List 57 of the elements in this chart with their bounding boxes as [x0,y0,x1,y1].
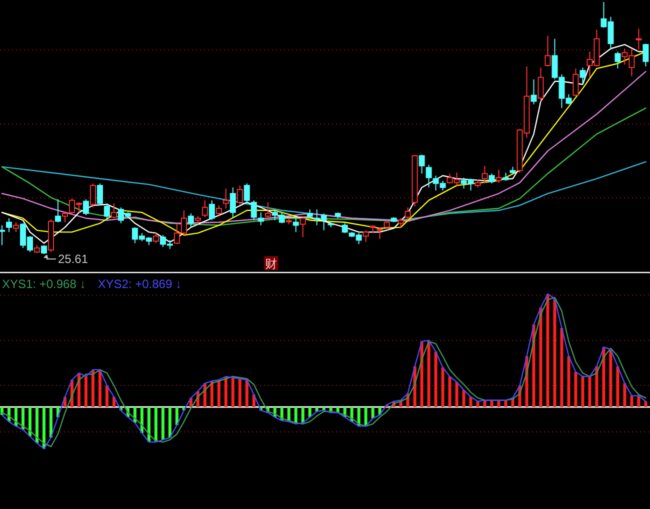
bar [574,372,578,407]
bar [154,407,158,442]
bar [441,367,444,407]
bar [581,376,584,407]
bar [616,366,620,407]
bar [147,407,150,442]
bar [427,340,430,407]
bar [168,407,172,438]
bar [301,407,304,423]
bar [553,298,556,407]
bar [420,341,424,407]
bar [231,378,234,407]
bar [175,407,178,426]
bar [336,407,340,413]
bar [609,349,612,407]
bar [560,328,564,407]
bar [602,347,606,407]
bar [567,356,570,407]
bar [21,407,24,430]
bar [91,370,94,407]
bar [448,376,452,407]
bar [476,401,480,407]
bar [630,396,634,407]
bar [546,294,550,407]
candlestick [0,224,5,246]
bar [105,386,108,407]
bar [210,381,214,407]
bar [224,376,228,407]
bar [539,308,542,407]
bar [161,407,164,440]
bar [308,407,312,418]
annotation: 25.61 [58,252,88,266]
text: XYS1: +0.968 ↓ [2,277,86,291]
bar [238,378,242,407]
bar [364,407,368,426]
bar [28,407,32,436]
bar [588,376,592,407]
bar [35,407,38,444]
bar [98,370,102,407]
bar [217,380,220,407]
bar [49,407,52,438]
text: 财 [265,257,278,271]
bar [434,352,438,407]
bar [455,382,458,407]
bar [532,324,536,407]
bar [42,407,46,449]
bar [644,401,648,407]
bar [462,390,466,407]
bar [84,376,88,407]
bar [371,407,374,418]
bar [469,396,472,407]
bar [245,380,248,407]
bar [623,383,626,407]
bar [595,366,598,407]
text: XYS2: +0.869 ↓ [98,277,182,291]
candlestick [636,28,642,50]
candlestick [222,188,229,209]
